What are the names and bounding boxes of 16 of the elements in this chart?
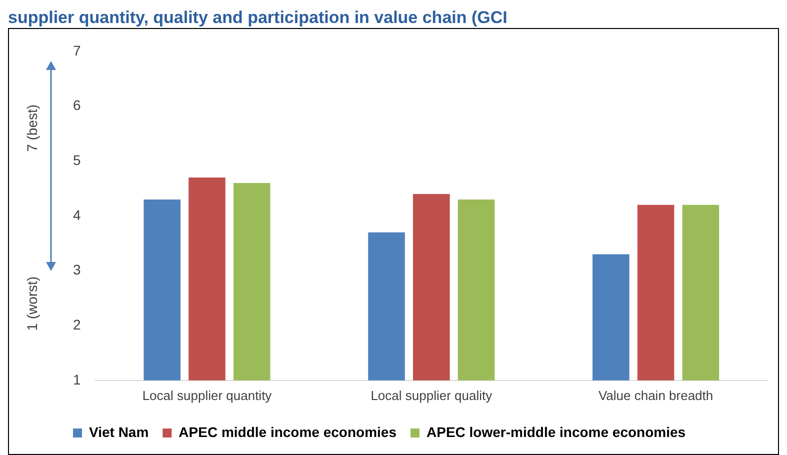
legend-label: Viet Nam [89, 424, 149, 440]
y-tick-label: 4 [72, 206, 81, 223]
y-tick-label: 2 [72, 316, 81, 332]
chart-title: supplier quantity, quality and participation in value chain (GCI [8, 8, 508, 28]
x-tick-label: Local supplier quality [370, 388, 493, 403]
legend-label: APEC lower-middle income economies [426, 424, 686, 440]
y-tick-label: 3 [72, 262, 81, 278]
text: 7 (best) [24, 104, 40, 152]
y-tick-label: 5 [72, 152, 81, 168]
y-tick-label: 1 [72, 371, 81, 388]
legend-label: APEC middle income economies [178, 424, 397, 440]
x-tick-label: Value chain breadth [598, 388, 714, 403]
x-tick-label: Local supplier quantity [142, 388, 272, 403]
y-tick-label: 7 [72, 42, 81, 58]
y-tick-label: 6 [72, 97, 81, 114]
text: 1 (worst) [24, 276, 40, 331]
